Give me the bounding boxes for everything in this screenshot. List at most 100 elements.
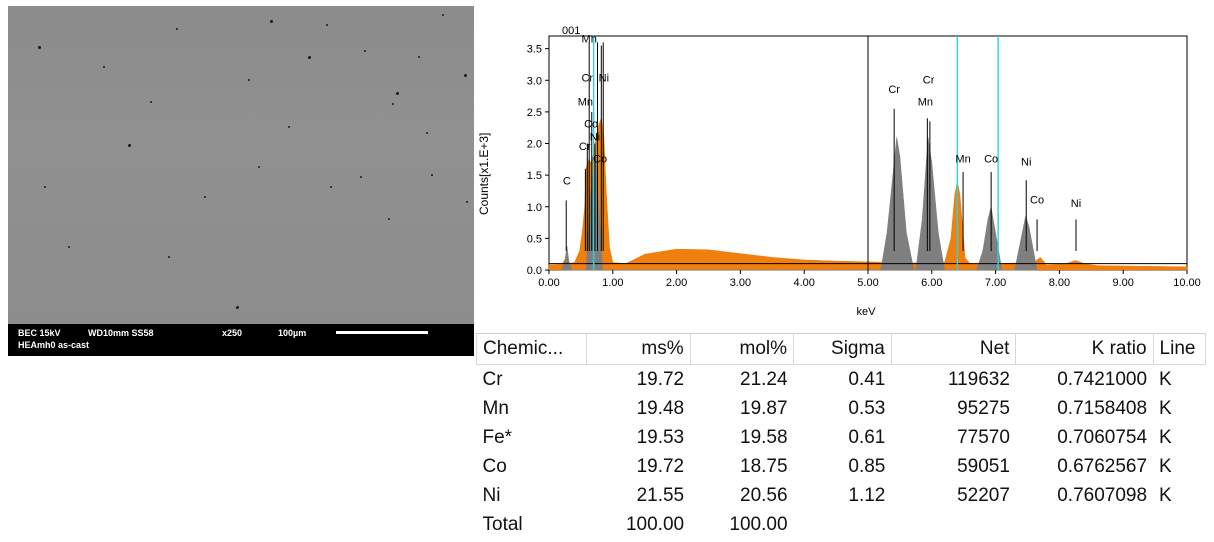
sem-scale-bar <box>336 331 428 334</box>
cell-k-ratio: 0.6762567 <box>1057 455 1148 477</box>
sem-particle <box>388 218 390 220</box>
sem-particle <box>44 186 46 188</box>
y-tick-label: 0.5 <box>527 233 542 245</box>
y-tick-label: 1.5 <box>527 170 542 182</box>
cell-k-ratio: 0.7607098 <box>1057 484 1148 506</box>
y-tick-label: 3.5 <box>527 44 542 56</box>
y-tick-label: 0.0 <box>527 265 542 277</box>
cell-ms: 19.72 <box>636 368 685 390</box>
sem-particle <box>326 24 328 26</box>
column-header-element[interactable]: Chemic... <box>475 333 588 365</box>
sem-particle <box>176 28 178 30</box>
cell-mol: 21.24 <box>740 368 788 390</box>
sem-particle <box>360 176 362 178</box>
cell-element: Mn <box>482 397 509 419</box>
column-header-k-ratio[interactable]: K ratio <box>1015 333 1154 365</box>
x-tick-label: 1.00 <box>602 277 623 289</box>
cell-sigma: 0.85 <box>848 455 886 477</box>
x-tick-label: 2.00 <box>666 277 687 289</box>
cell-mol: 18.75 <box>740 455 788 477</box>
x-tick-label: 5.00 <box>857 277 878 289</box>
cell-line: K <box>1159 484 1172 506</box>
cell-mol: 100.00 <box>729 513 788 535</box>
sem-particle <box>270 20 273 23</box>
cell-mol: 19.58 <box>740 426 788 448</box>
sem-particle <box>150 101 152 103</box>
cell-mol: 20.56 <box>740 484 788 506</box>
y-axis-label: Counts[x1.E+3] <box>477 133 491 215</box>
cell-line: K <box>1159 397 1172 419</box>
cell-k-ratio: 0.7158408 <box>1057 397 1148 419</box>
column-header-ms[interactable]: ms% <box>586 333 691 365</box>
column-header-line[interactable]: Line <box>1152 333 1207 365</box>
y-tick-label: 1.0 <box>527 202 542 214</box>
sem-particle <box>308 56 311 59</box>
sem-particle <box>464 74 467 77</box>
table-row: Fe* 19.53 19.58 0.61 77570 0.7060754 K <box>477 423 1206 452</box>
cell-element: Fe* <box>482 426 513 448</box>
sem-particle <box>364 50 366 52</box>
sem-detector-voltage: BEC 15kV <box>18 328 61 338</box>
column-header-mol[interactable]: mol% <box>689 333 795 365</box>
cell-ms: 19.48 <box>636 397 685 419</box>
cell-net: 59051 <box>957 455 1010 477</box>
x-axis-label: keV <box>857 306 877 318</box>
cell-net: 52207 <box>957 484 1010 506</box>
peak-label: C <box>563 176 571 188</box>
x-tick-label: 9.00 <box>1112 277 1133 289</box>
sem-particle <box>426 132 428 134</box>
column-header-sigma[interactable]: Sigma <box>793 333 892 365</box>
sem-particle <box>258 166 260 168</box>
cell-element: Total <box>482 513 523 535</box>
sem-image-field <box>8 6 474 324</box>
cell-line: K <box>1159 455 1172 477</box>
y-tick-label: 2.0 <box>527 139 542 151</box>
cell-sigma: 0.53 <box>848 397 886 419</box>
cell-ms: 19.72 <box>636 455 685 477</box>
x-tick-label: 8.00 <box>1049 277 1070 289</box>
peak-label: Mn <box>955 153 970 165</box>
sem-particle <box>330 186 332 188</box>
cell-element: Cr <box>482 368 503 390</box>
peak-label: Cr <box>888 84 900 96</box>
cell-k-ratio: 0.7421000 <box>1057 368 1148 390</box>
column-header-net[interactable]: Net <box>890 333 1017 365</box>
peak-label: Cr <box>923 74 935 86</box>
chart-title: 001 <box>562 25 580 37</box>
cell-ms: 21.55 <box>636 484 685 506</box>
y-tick-label: 3.0 <box>527 75 542 87</box>
peak-label: Mn <box>578 97 593 109</box>
peak-label: Cr <box>581 73 593 85</box>
peak-label: Ni <box>590 131 600 143</box>
sem-particle <box>168 256 170 258</box>
plot-area: 0.00 1.00 2.00 3.00 4.00 5.00 6.00 7.00 8.00 9.00… <box>527 33 1201 289</box>
cell-element: Co <box>482 455 507 477</box>
peak-label: Ni <box>1071 198 1081 210</box>
sem-particle <box>466 201 468 203</box>
sem-micrograph: BEC 15kV WD10mm SS58 x250 100µm HEAmh0 a… <box>8 6 474 356</box>
y-tick-label: 2.5 <box>527 107 542 119</box>
sem-particle <box>396 92 399 95</box>
sem-particle <box>204 196 206 198</box>
cell-net <box>891 510 1016 539</box>
table-row: Mn 19.48 19.87 0.53 95275 0.7158408 K <box>477 394 1206 423</box>
cell-sigma <box>794 510 892 539</box>
table-row-total: Total 100.00 100.00 <box>477 510 1206 539</box>
cell-line: K <box>1159 368 1172 390</box>
peak-label: Ni <box>599 73 609 85</box>
peak-label: Co <box>984 153 998 165</box>
cell-ms: 19.53 <box>636 426 685 448</box>
cell-line: K <box>1159 426 1172 448</box>
sem-particle <box>288 126 290 128</box>
table-row: Cr 19.72 21.24 0.41 119632 0.7421000 K <box>477 365 1206 395</box>
cell-net: 77570 <box>957 426 1010 448</box>
cell-sigma: 0.41 <box>848 368 886 390</box>
cell-mol: 19.87 <box>740 397 788 419</box>
sem-working-distance: WD10mm SS58 <box>88 328 154 338</box>
sem-particle <box>418 56 420 58</box>
sem-particle <box>236 306 239 309</box>
x-tick-label: 6.00 <box>921 277 942 289</box>
eds-spectrum-chart: 001 Counts[x1.E+3] keV 0.00 1.00 2.00 3.00 4… <box>477 25 1201 318</box>
sem-particle <box>392 103 394 105</box>
peak-label: Co <box>1030 195 1044 207</box>
